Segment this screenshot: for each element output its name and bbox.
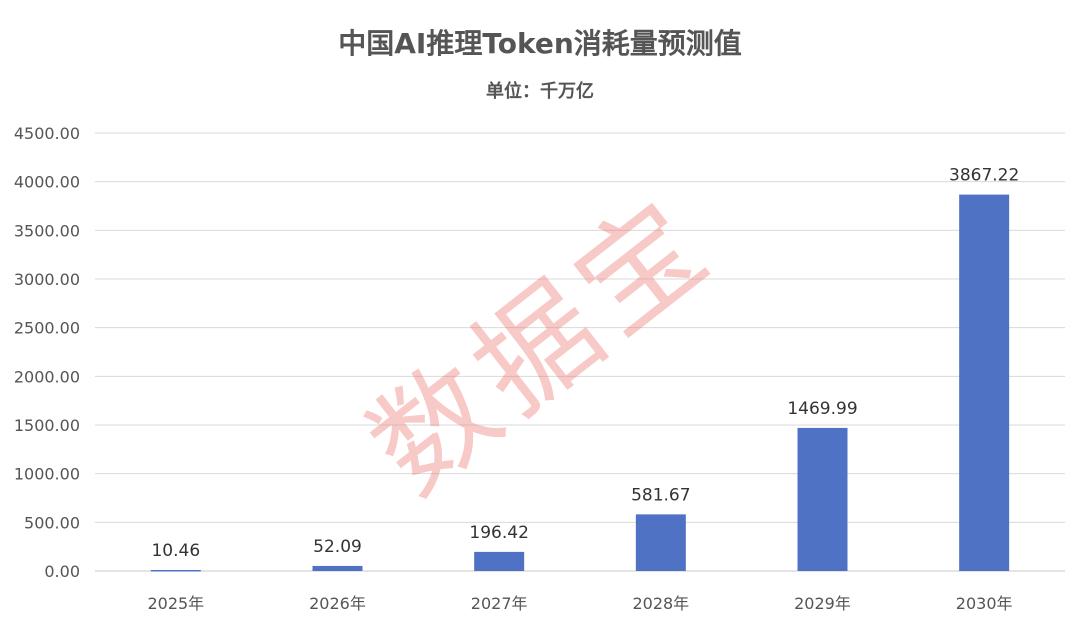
- data-label: 10.46: [151, 541, 200, 561]
- y-tick-label: 4000.00: [14, 173, 80, 192]
- data-label: 3867.22: [949, 166, 1019, 186]
- x-tick-label: 2028年: [632, 594, 689, 613]
- bar: [797, 427, 848, 571]
- x-tick-label: 2029年: [794, 594, 851, 613]
- y-tick-label: 2000.00: [14, 367, 80, 386]
- chart-subtitle: 单位：千万亿: [486, 81, 594, 102]
- x-tick-label: 2026年: [309, 594, 366, 613]
- bar: [150, 569, 201, 572]
- y-tick-label: 4500.00: [14, 124, 80, 143]
- data-label: 52.09: [313, 537, 362, 557]
- chart-title: 中国AI推理Token消耗量预测值: [338, 27, 742, 60]
- data-label: 1469.99: [787, 399, 857, 419]
- y-tick-label: 500.00: [24, 513, 80, 532]
- bar: [959, 194, 1010, 572]
- y-tick-label: 1500.00: [14, 416, 80, 435]
- y-tick-label: 3500.00: [14, 221, 80, 240]
- y-tick-label: 3000.00: [14, 270, 80, 289]
- y-tick-label: 0.00: [44, 562, 80, 581]
- data-label: 196.42: [469, 523, 528, 543]
- data-label: 581.67: [631, 485, 690, 505]
- bar: [474, 551, 525, 571]
- x-tick-label: 2030年: [956, 594, 1013, 613]
- x-tick-label: 2027年: [471, 594, 528, 613]
- y-tick-label: 2500.00: [14, 319, 80, 338]
- bar: [312, 565, 363, 571]
- y-tick-label: 1000.00: [14, 465, 80, 484]
- bar: [635, 514, 686, 571]
- x-tick-label: 2025年: [147, 594, 204, 613]
